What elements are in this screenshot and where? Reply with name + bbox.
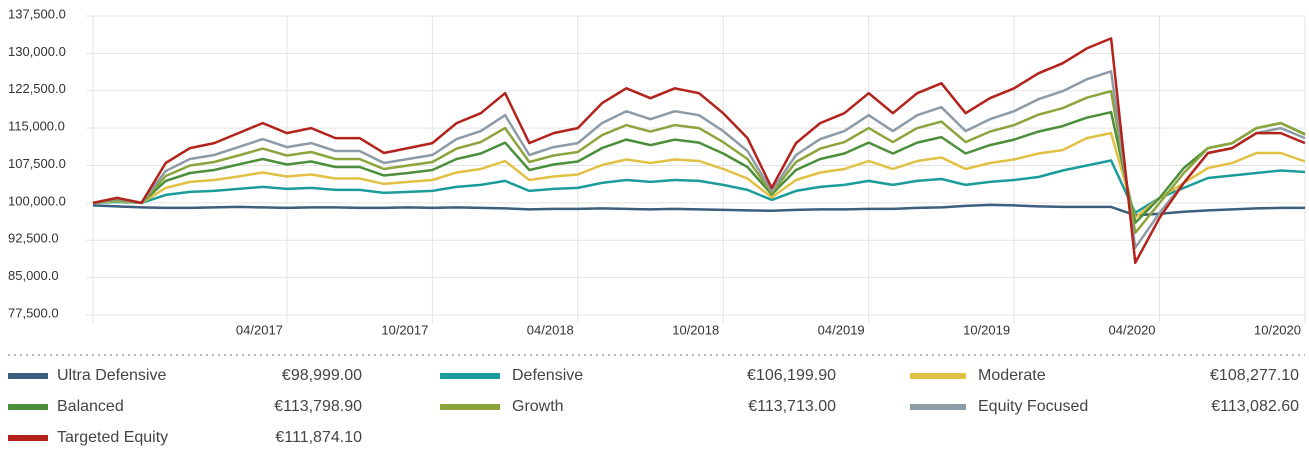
legend-swatch	[8, 373, 48, 379]
series-line	[92, 131, 1306, 220]
x-tick-label: 10/2019	[963, 322, 1010, 337]
x-tick-label: 10/2017	[381, 322, 428, 337]
legend-swatch	[440, 404, 500, 410]
legend-swatch	[440, 373, 500, 379]
x-tick-label: 04/2018	[527, 322, 574, 337]
legend-label: Equity Focused	[978, 398, 1088, 415]
legend-swatch	[910, 373, 966, 379]
y-tick-label: 137,500.0	[8, 6, 66, 21]
legend-label: Moderate	[978, 367, 1046, 384]
y-tick-label: 100,000.0	[8, 193, 66, 208]
series-line	[92, 70, 1306, 249]
y-tick-label: 115,000.0	[8, 119, 65, 134]
y-tick-label: 92,500.0	[8, 231, 59, 246]
y-tick-label: 85,000.0	[8, 268, 59, 283]
legend-label: Balanced	[57, 398, 124, 415]
series-line	[92, 159, 1306, 215]
legend-swatch	[8, 404, 48, 410]
y-tick-label: 77,500.0	[8, 305, 59, 320]
x-tick-label: 04/2020	[1109, 322, 1156, 337]
legend-label: Targeted Equity	[57, 429, 168, 446]
series-line	[92, 110, 1306, 225]
x-tick-label: 10/2020	[1254, 322, 1301, 337]
series-line	[92, 89, 1306, 235]
series-line	[92, 203, 1305, 217]
y-tick-label: 107,500.0	[8, 156, 66, 171]
series-line	[92, 37, 1306, 264]
legend-value: €111,874.10	[275, 429, 362, 446]
legend-value: €98,999.00	[282, 367, 362, 384]
legend-swatch	[8, 435, 48, 441]
legend-value: €106,199.90	[747, 367, 836, 384]
x-tick-label: 04/2019	[818, 322, 865, 337]
x-tick-label: 04/2017	[236, 322, 283, 337]
y-tick-label: 122,500.0	[8, 81, 66, 96]
legend-value: €113,713.00	[748, 398, 836, 415]
legend-value: €113,082.60	[1211, 398, 1299, 415]
legend-value: €108,277.10	[1210, 367, 1299, 384]
x-tick-label: 10/2018	[672, 322, 719, 337]
legend-label: Ultra Defensive	[57, 367, 166, 384]
legend-label: Growth	[512, 398, 564, 415]
legend-swatch	[910, 404, 966, 410]
legend-value: €113,798.90	[274, 398, 362, 415]
y-tick-label: 130,000.0	[8, 44, 66, 59]
legend-label: Defensive	[512, 367, 583, 384]
